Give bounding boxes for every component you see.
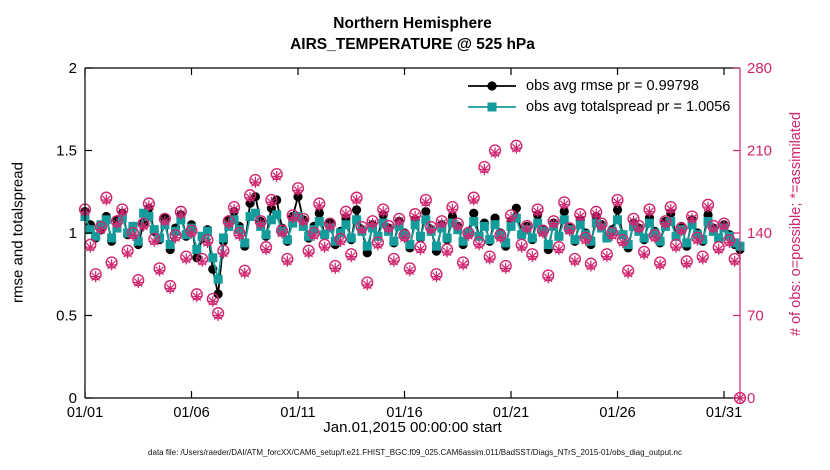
series-totalspread-line — [84, 211, 741, 280]
series-assimilated — [79, 142, 746, 404]
legend-label-totalspread: obs avg totalspread pr = 1.0056 — [526, 99, 731, 115]
chart-title-line1: Northern Hemisphere — [333, 15, 492, 32]
legend-item-totalspread: obs avg totalspread pr = 1.0056 — [466, 99, 730, 115]
chart-title: Northern Hemisphere AIRS_TEMPERATURE @ 5… — [85, 13, 740, 55]
legend: obs avg rmse pr = 0.99798 obs avg totals… — [466, 78, 730, 115]
x-axis-label: Jan.01,2015 00:00:00 start — [323, 419, 502, 436]
y-left-tick-label: 0 — [69, 390, 77, 407]
x-tick-label: 01/06 — [173, 405, 209, 421]
y-left-tick-label: 0.5 — [56, 308, 77, 325]
y-right-tick-label: 0 — [747, 390, 755, 407]
series-possible — [78, 139, 747, 405]
y-left-tick-label: 2 — [69, 60, 77, 77]
x-tick-label: 01/11 — [280, 405, 315, 421]
y-axis-left: 0 0.5 1 1.5 2 — [56, 60, 92, 407]
x-tick-label: 01/26 — [599, 405, 635, 421]
y-axis-right-label: # of obs: o=possible; *=assimilated — [788, 111, 804, 337]
y-right-tick-label: 280 — [747, 60, 772, 77]
data-file-caption: data file: /Users/raeder/DAI/ATM_forcXX/… — [148, 448, 682, 457]
x-tick-label: 01/21 — [493, 405, 529, 421]
y-left-tick-label: 1 — [69, 225, 77, 242]
y-right-tick-label: 70 — [747, 308, 764, 325]
y-axis-left-label: rmse and totalspread — [9, 162, 27, 303]
legend-marker-totalspread-icon — [468, 102, 516, 112]
x-tick-label: 01/01 — [67, 405, 103, 421]
y-right-tick-label: 140 — [747, 225, 772, 242]
x-tick-label: 01/16 — [386, 405, 422, 421]
x-axis: 01/01 01/06 01/11 01/16 01/21 01/26 01/31 — [67, 68, 742, 421]
x-tick-label: 01/31 — [706, 405, 742, 421]
legend-marker-rmse-icon — [468, 81, 516, 91]
y-axis-right: 0 70 140 210 280 — [733, 60, 772, 407]
y-left-tick-label: 1.5 — [56, 143, 77, 160]
legend-item-rmse: obs avg rmse pr = 0.99798 — [466, 78, 730, 94]
legend-label-rmse: obs avg rmse pr = 0.99798 — [526, 78, 699, 94]
y-right-tick-label: 210 — [747, 143, 772, 160]
chart-title-line2: AIRS_TEMPERATURE @ 525 hPa — [290, 36, 535, 53]
